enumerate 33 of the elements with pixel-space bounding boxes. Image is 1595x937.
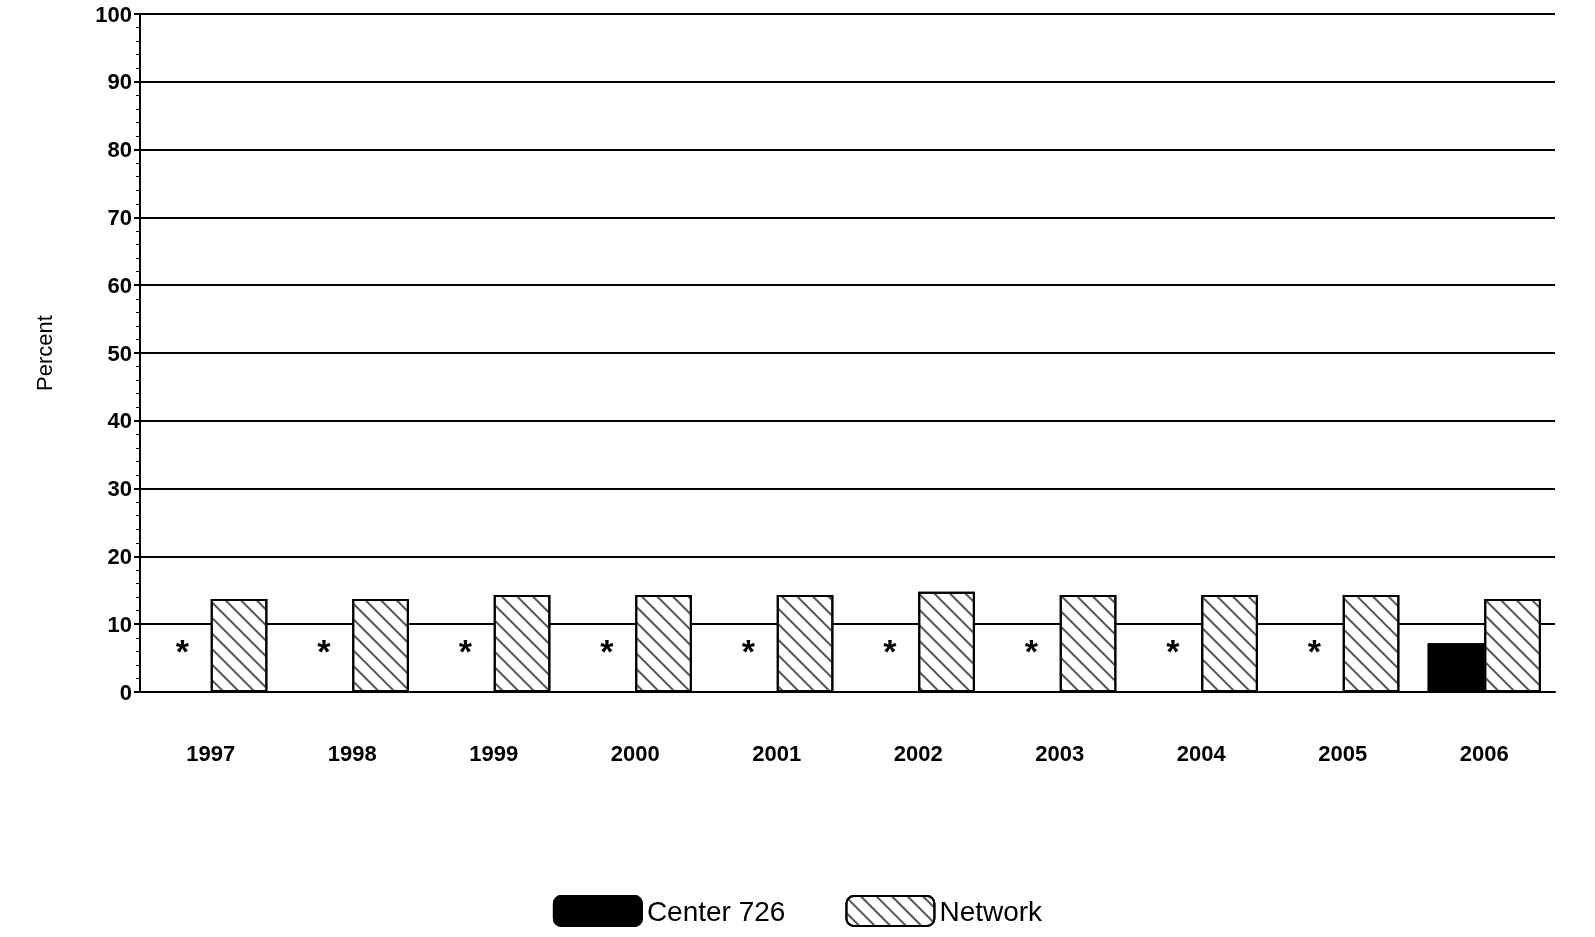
x-tick-label: 2004	[1176, 740, 1227, 766]
x-tick-label: 2005	[1318, 740, 1368, 766]
annotation: *	[600, 632, 615, 671]
y-tick-label: 70	[107, 204, 132, 230]
y-tick-label: 90	[107, 69, 132, 95]
y-tick-label: 80	[107, 137, 132, 163]
legend-label: Network	[939, 895, 1044, 927]
annotation: *	[741, 632, 756, 671]
y-tick-label: 30	[107, 476, 132, 502]
annotation: *	[1166, 632, 1181, 671]
annotation: *	[1024, 632, 1039, 671]
y-tick-label: 50	[107, 340, 132, 366]
x-tick-label: 2000	[610, 740, 660, 766]
y-tick-label: 60	[107, 272, 132, 298]
x-tick-label: 2002	[893, 740, 943, 766]
y-tick-label: 40	[107, 408, 132, 434]
annotation: *	[458, 632, 473, 671]
y-tick-label: 100	[95, 1, 132, 27]
x-tick-label: 2006	[1459, 740, 1509, 766]
annotation: *	[175, 632, 190, 671]
x-tick-label: 1999	[469, 740, 519, 766]
legend-label: Center 726	[646, 895, 786, 927]
annotation: *	[883, 632, 898, 671]
annotation: *	[317, 632, 332, 671]
y-tick-label: 10	[107, 611, 132, 637]
x-tick-label: 1997	[186, 740, 236, 766]
x-tick-label: 1998	[327, 740, 377, 766]
annotation: *	[1307, 632, 1322, 671]
x-tick-label: 2003	[1035, 740, 1085, 766]
y-tick-label: 20	[107, 543, 132, 569]
x-tick-label: 2001	[752, 740, 802, 766]
y-tick-label: 0	[119, 679, 132, 705]
y-axis-title: Percent	[31, 315, 57, 391]
